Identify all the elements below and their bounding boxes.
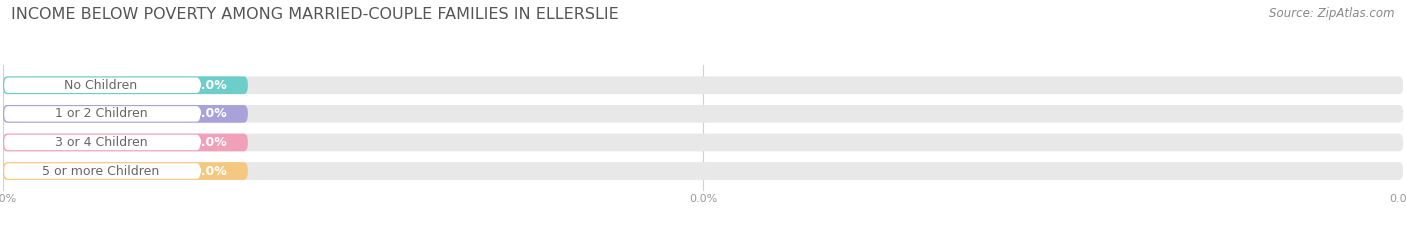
FancyBboxPatch shape	[3, 134, 247, 151]
Text: 1 or 2 Children: 1 or 2 Children	[55, 107, 148, 120]
Text: 5 or more Children: 5 or more Children	[42, 164, 159, 178]
Text: 0.0%: 0.0%	[193, 136, 226, 149]
Text: 3 or 4 Children: 3 or 4 Children	[55, 136, 148, 149]
FancyBboxPatch shape	[3, 162, 247, 180]
FancyBboxPatch shape	[4, 163, 200, 179]
Text: No Children: No Children	[65, 79, 138, 92]
FancyBboxPatch shape	[4, 78, 200, 93]
FancyBboxPatch shape	[3, 105, 247, 123]
Text: 0.0%: 0.0%	[193, 79, 226, 92]
FancyBboxPatch shape	[3, 76, 1403, 94]
FancyBboxPatch shape	[4, 106, 200, 122]
Text: INCOME BELOW POVERTY AMONG MARRIED-COUPLE FAMILIES IN ELLERSLIE: INCOME BELOW POVERTY AMONG MARRIED-COUPL…	[11, 7, 619, 22]
Text: Source: ZipAtlas.com: Source: ZipAtlas.com	[1270, 7, 1395, 20]
FancyBboxPatch shape	[3, 105, 1403, 123]
FancyBboxPatch shape	[4, 135, 200, 150]
FancyBboxPatch shape	[3, 162, 1403, 180]
FancyBboxPatch shape	[3, 76, 247, 94]
Text: 0.0%: 0.0%	[193, 164, 226, 178]
FancyBboxPatch shape	[3, 134, 1403, 151]
Text: 0.0%: 0.0%	[193, 107, 226, 120]
